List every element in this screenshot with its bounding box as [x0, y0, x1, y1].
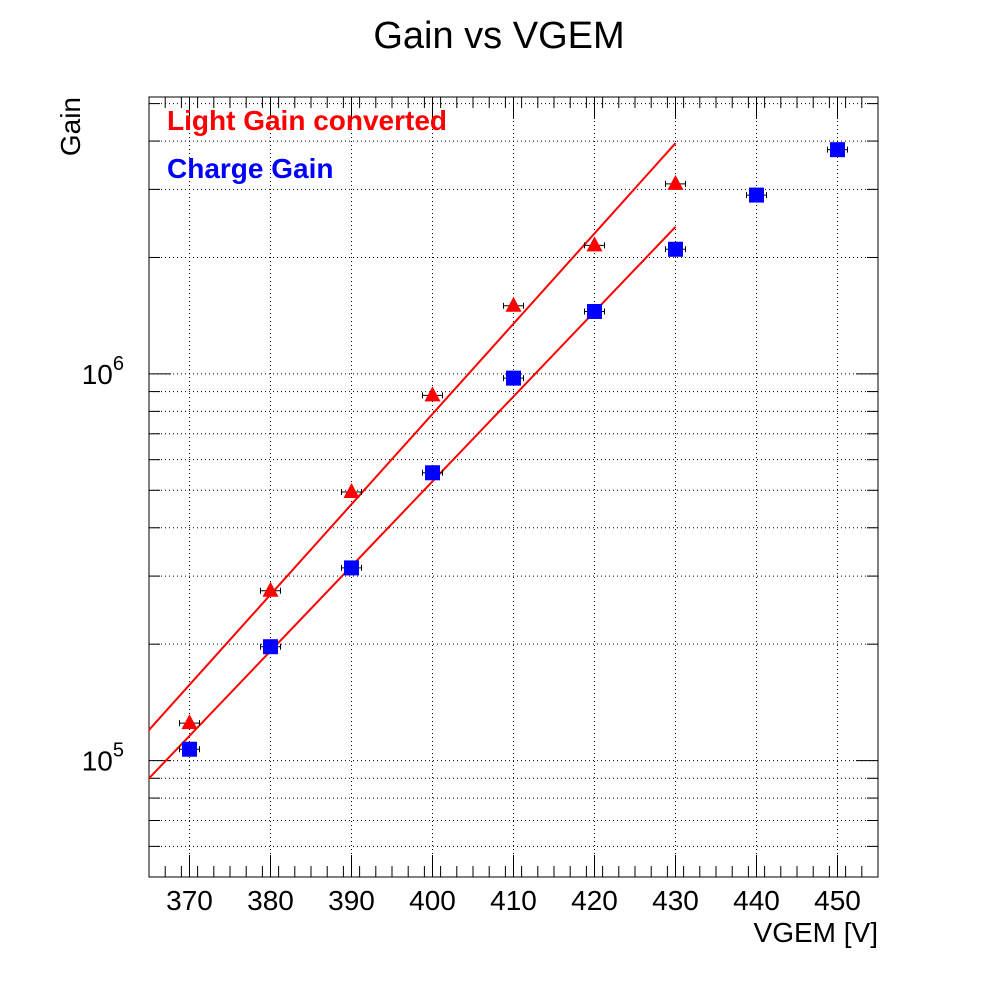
ticks-layer: [148, 97, 879, 878]
data-point-triangle: [667, 174, 684, 190]
data-point-triangle: [505, 296, 522, 312]
x-axis-title: VGEM [V]: [754, 917, 878, 948]
data-point-triangle: [343, 482, 360, 498]
x-tick-label: 380: [247, 885, 294, 916]
legend-entry-charge-gain: Charge Gain: [167, 153, 333, 184]
x-tick-label: 370: [166, 885, 213, 916]
data-point-square: [830, 142, 845, 158]
data-point-triangle: [586, 236, 603, 252]
y-tick-label: 106: [82, 353, 124, 390]
data-point-triangle: [181, 714, 198, 730]
x-tick-label: 410: [490, 885, 537, 916]
chart-title: Gain vs VGEM: [373, 15, 624, 57]
marker-layer: [179, 142, 848, 757]
x-tick-label: 390: [328, 885, 375, 916]
x-tick-label: 420: [571, 885, 618, 916]
data-point-square: [182, 741, 197, 757]
data-point-square: [263, 639, 278, 655]
x-tick-label: 440: [733, 885, 780, 916]
y-tick-label: 105: [82, 740, 124, 777]
fit-line: [148, 142, 677, 731]
data-point-square: [506, 370, 521, 386]
data-point-triangle: [262, 581, 279, 597]
data-point-square: [749, 187, 764, 203]
data-point-square: [344, 560, 359, 576]
x-tick-label: 430: [652, 885, 699, 916]
legend: Light Gain converted Charge Gain: [167, 105, 447, 184]
data-point-square: [425, 465, 440, 481]
data-point-square: [668, 241, 683, 257]
tick-labels-layer: 370 380 390 400 410 420 430 440 450 105 106: [82, 353, 861, 916]
legend-entry-light-gain: Light Gain converted: [167, 105, 447, 136]
data-point-triangle: [424, 386, 441, 402]
x-tick-label: 450: [814, 885, 861, 916]
x-tick-label: 400: [409, 885, 456, 916]
y-axis-title: Gain: [55, 97, 86, 156]
data-point-square: [587, 303, 602, 319]
